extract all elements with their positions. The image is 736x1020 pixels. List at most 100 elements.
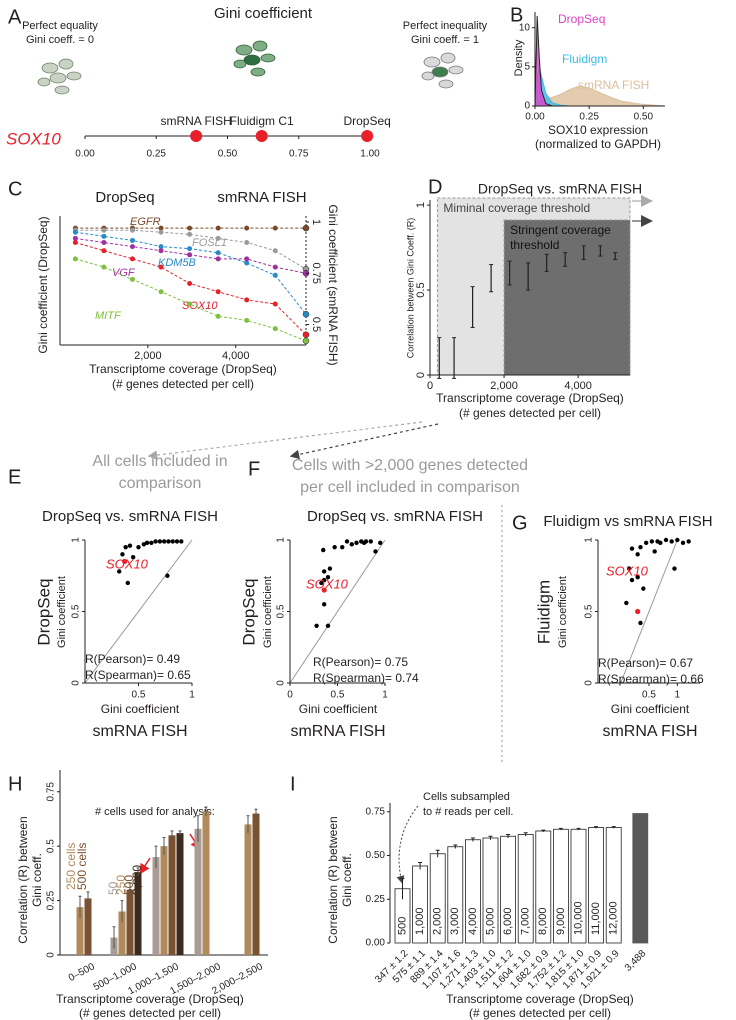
x-tick-label: 0.50	[218, 149, 238, 160]
point	[158, 225, 164, 231]
bar	[118, 911, 126, 955]
bar-label: 7,000	[520, 907, 532, 935]
point	[215, 256, 221, 262]
point	[635, 552, 640, 557]
x-tick-label: 0.25	[147, 149, 167, 160]
point	[669, 539, 674, 544]
point	[255, 130, 268, 142]
point	[129, 227, 135, 233]
x-tick-label: 0	[287, 690, 293, 701]
point	[215, 289, 221, 295]
x-tick-label: 2,000	[490, 380, 518, 392]
x-tick-label: 2,000	[134, 350, 162, 362]
note: # cells used for analysis:	[95, 806, 215, 818]
point	[101, 233, 107, 239]
y-axis-label: Fluidigm	[534, 580, 553, 644]
cell-icon	[37, 58, 82, 95]
connector	[275, 328, 307, 342]
y-tick-label: 0.00	[366, 938, 386, 949]
y-tick-label: 10	[519, 22, 531, 33]
stat-label: R(Spearman)= 0.65	[85, 668, 191, 682]
series-label: EGFR	[130, 216, 161, 228]
bar	[160, 846, 168, 955]
series-label: FOSL1	[192, 237, 227, 249]
stat-label: R(Spearman)= 0.66	[598, 672, 704, 686]
note: Gini coeff. = 0	[26, 34, 94, 46]
x-tick-label: 0	[427, 380, 433, 392]
point	[166, 539, 171, 544]
point	[680, 540, 686, 546]
panel-letter: H	[8, 773, 22, 795]
point	[158, 244, 164, 250]
x-axis-label: Gini coefficient	[299, 702, 378, 716]
point	[72, 256, 78, 262]
y-axis-label: Gini coeff.	[340, 853, 354, 907]
point	[123, 544, 128, 550]
series-label: MITF	[95, 310, 122, 322]
point	[117, 569, 122, 574]
bar-label: 1,000	[414, 907, 426, 935]
x-tick-label: 1	[382, 690, 388, 701]
point	[340, 544, 345, 550]
connector	[275, 266, 307, 274]
y-tick-label: 0.5	[415, 282, 427, 297]
threshold-label: threshold	[510, 238, 559, 252]
point	[322, 577, 327, 583]
point	[72, 229, 78, 235]
point	[624, 600, 629, 606]
point	[368, 539, 373, 544]
series-line	[75, 231, 276, 276]
point	[179, 539, 184, 544]
x-axis-label: Transcriptome coverage (DropSeq)	[436, 391, 624, 405]
bar-label: 6,000	[502, 907, 514, 935]
point	[187, 231, 193, 237]
connector	[274, 303, 307, 336]
point	[153, 539, 158, 544]
note: Gini coeff. = 1	[411, 34, 479, 46]
x-axis-label: (normalized to GAPDH)	[535, 137, 661, 151]
point	[215, 225, 221, 231]
y-tick-label: 0	[524, 101, 530, 112]
bar	[76, 907, 84, 955]
point	[136, 544, 141, 550]
connector	[274, 250, 307, 270]
x-tick-label: 4,000	[564, 380, 592, 392]
point	[319, 580, 324, 586]
point	[629, 546, 635, 551]
highlight-point	[635, 608, 641, 615]
y-axis-label: Correlation (R) between	[326, 816, 340, 943]
diagonal	[84, 539, 193, 684]
threshold-label: Stringent coverage	[510, 223, 611, 237]
x-tick-label: 0.00	[75, 149, 95, 160]
point	[686, 539, 691, 544]
bar	[168, 835, 176, 955]
legend-label: DropSeq	[558, 12, 605, 26]
bar	[84, 898, 92, 955]
point	[322, 569, 327, 574]
point	[215, 235, 221, 241]
stat-label: R(Spearman)= 0.74	[313, 671, 419, 685]
y2-tick-label: 0.5	[310, 317, 322, 332]
point	[101, 227, 107, 233]
series-label: VGF	[112, 267, 136, 279]
point	[101, 248, 107, 254]
legend-label: 2,000	[130, 865, 144, 895]
point	[125, 580, 130, 586]
y-tick-label: 0	[71, 680, 82, 686]
x-axis-label: SOX10 expression	[548, 123, 648, 137]
header: All cells included in	[92, 453, 227, 470]
x-axis-label: Transcriptome coverage (DropSeq)	[56, 992, 244, 1006]
legend-label: 250	[114, 875, 128, 895]
x-axis-label: Transcriptome coverage (DropSeq)	[89, 362, 277, 376]
point	[215, 313, 221, 319]
point	[244, 317, 250, 323]
y-tick-label: 1	[584, 537, 595, 543]
point	[302, 224, 310, 232]
threshold-region	[503, 219, 631, 376]
point	[663, 537, 669, 543]
bar	[202, 811, 210, 955]
y-axis-label: DropSeq	[239, 578, 258, 645]
legend-label: 500	[122, 875, 136, 895]
note: Cells subsampled	[423, 791, 510, 803]
bar-label: 5,000	[484, 907, 496, 935]
